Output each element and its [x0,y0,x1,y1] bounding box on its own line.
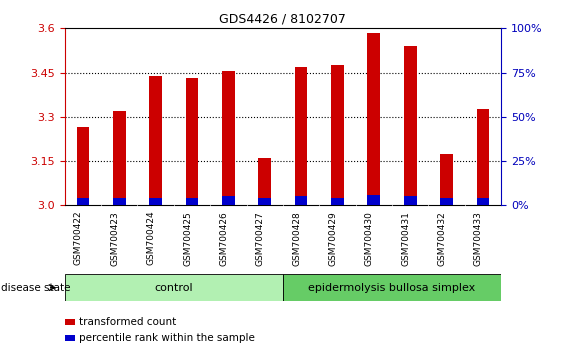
Bar [258,198,271,205]
Bar [77,198,90,205]
Bar [65,274,283,301]
Text: GSM700424: GSM700424 [146,211,155,266]
Text: disease state: disease state [1,282,70,293]
Bar [65,335,75,341]
Bar [440,154,453,205]
Bar [283,274,501,301]
Title: GDS4426 / 8102707: GDS4426 / 8102707 [220,13,346,26]
Bar [186,198,198,205]
Text: GSM700423: GSM700423 [110,211,119,266]
Text: GSM700432: GSM700432 [437,211,446,266]
Bar [404,196,417,205]
Text: GSM700425: GSM700425 [183,211,192,266]
Text: GSM700428: GSM700428 [292,211,301,266]
Text: GSM700433: GSM700433 [474,211,483,266]
Bar [404,46,417,205]
Text: transformed count: transformed count [79,317,176,327]
Text: control: control [154,282,193,293]
Bar [258,158,271,205]
Bar [294,196,307,205]
Bar [65,319,75,325]
Text: percentile rank within the sample: percentile rank within the sample [79,333,254,343]
Bar [149,198,162,205]
Bar [476,109,489,205]
Text: GSM700427: GSM700427 [256,211,265,266]
Bar [368,195,380,205]
Text: GSM700429: GSM700429 [328,211,337,266]
Bar [476,198,489,205]
Bar [186,79,198,205]
Bar [77,127,90,205]
Text: GSM700431: GSM700431 [401,211,410,266]
Bar [113,111,126,205]
Bar [368,33,380,205]
Bar [222,71,235,205]
Bar [149,75,162,205]
Bar [331,65,344,205]
Bar [440,198,453,205]
Text: epidermolysis bullosa simplex: epidermolysis bullosa simplex [309,282,476,293]
Bar [222,196,235,205]
Text: GSM700422: GSM700422 [74,211,83,266]
Bar [331,198,344,205]
Bar [294,67,307,205]
Text: GSM700430: GSM700430 [365,211,374,266]
Bar [113,198,126,205]
Text: GSM700426: GSM700426 [220,211,229,266]
